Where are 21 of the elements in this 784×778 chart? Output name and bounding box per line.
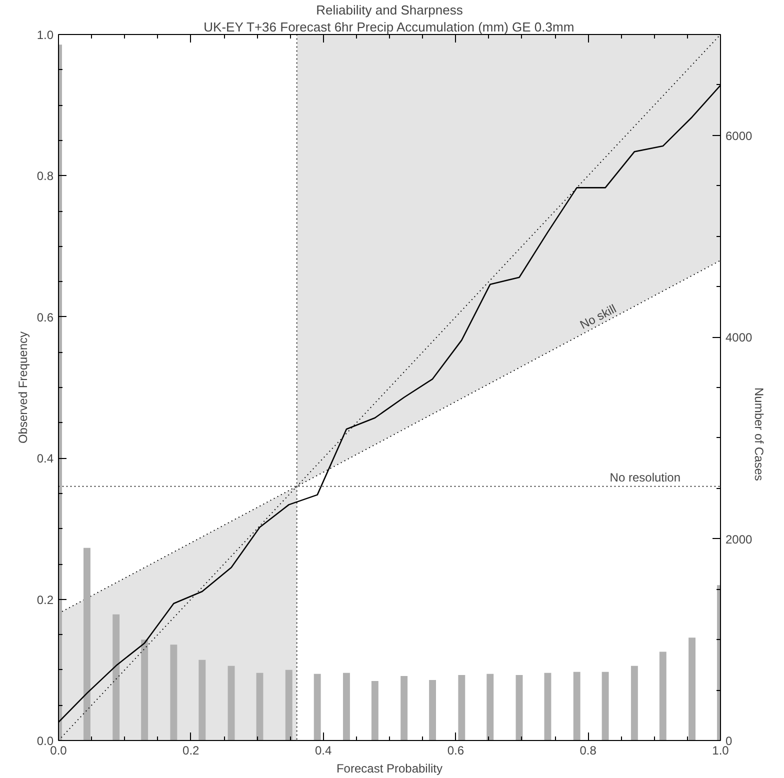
y-axis-title: Observed Frequency — [16, 331, 30, 444]
y2-tick-label: 4000 — [726, 330, 753, 345]
y-tick-label: 0.8 — [36, 169, 54, 184]
chart-subtitle: UK-EY T+36 Forecast 6hr Precip Accumulation (mm) GE 0.3mm — [204, 20, 574, 34]
y-tick-label: 1.0 — [36, 28, 54, 42]
y2-tick-label: 6000 — [726, 128, 753, 143]
x-tick-label: 1.0 — [712, 744, 730, 758]
annotation: No skill — [578, 302, 618, 332]
chart-title: Reliability and Sharpness — [316, 2, 464, 18]
ref-line-label: No resolution — [610, 470, 681, 484]
x-tick-label: 0.6 — [447, 744, 464, 758]
x-tick-label: 0.4 — [314, 744, 332, 758]
x-tick-label: 0.8 — [580, 744, 597, 758]
x-tick-label: 0.0 — [50, 744, 68, 758]
x-axis-title: Forecast Probability — [336, 762, 443, 776]
x-tick-label: 0.2 — [182, 744, 200, 758]
y-tick-label: 0.6 — [36, 310, 54, 324]
y2-tick-label: 2000 — [726, 532, 753, 546]
y-tick-label: 0.2 — [36, 592, 54, 607]
y2-axis-title: Number of Cases — [752, 388, 766, 481]
y-tick-label: 0.4 — [36, 452, 54, 466]
